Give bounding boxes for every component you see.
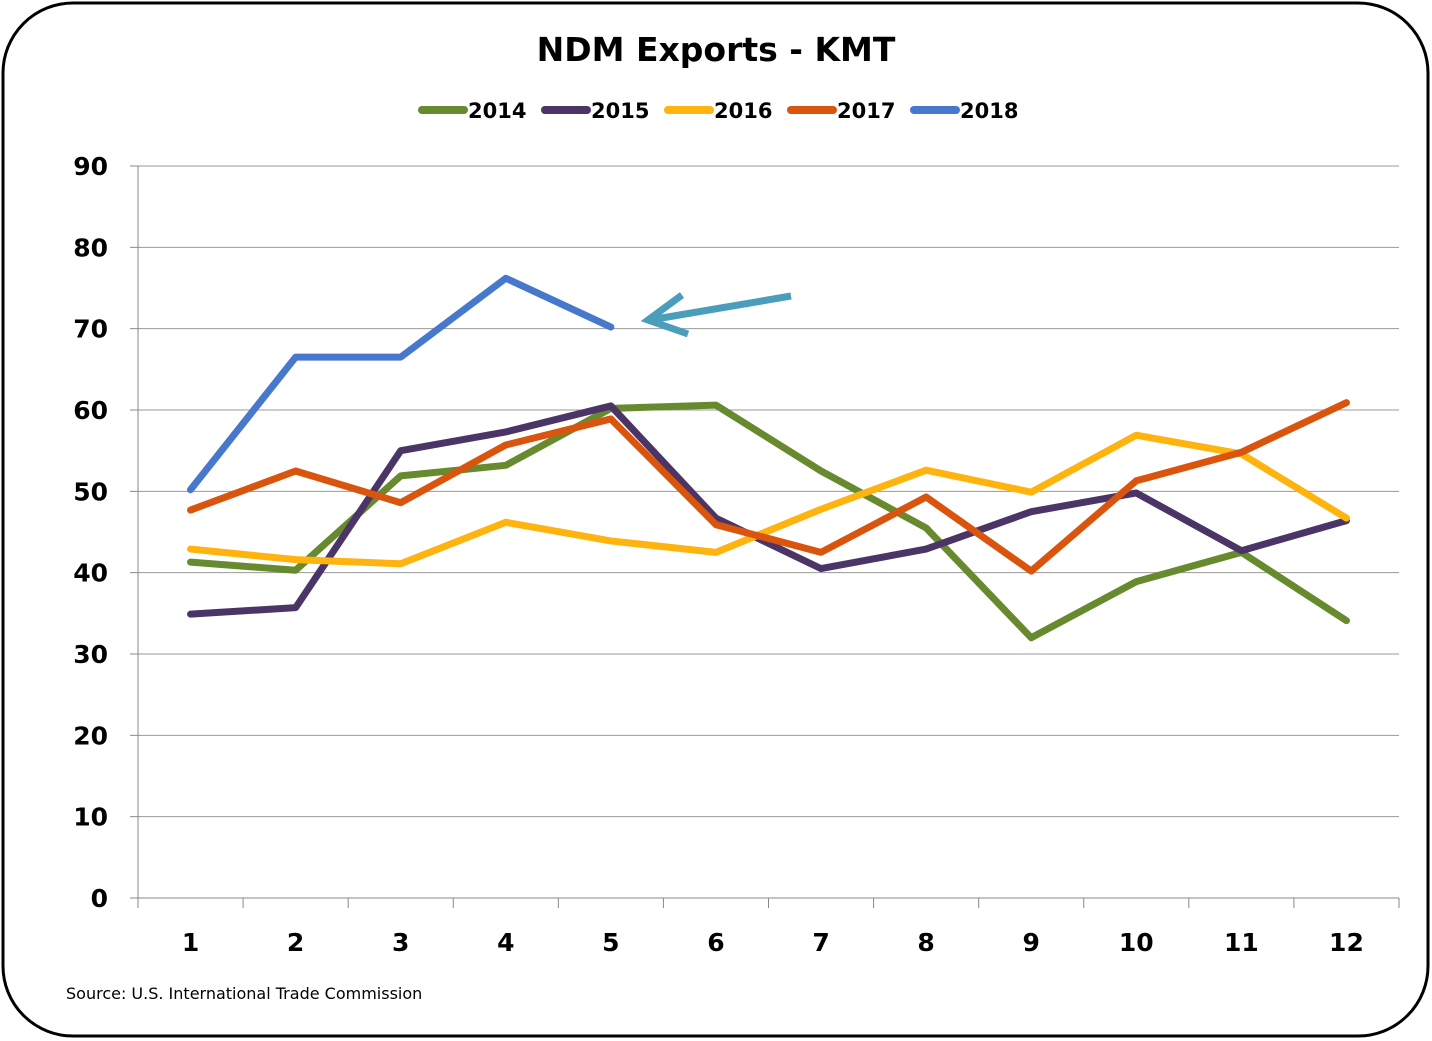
legend-label-2014: 2014 [468, 99, 526, 123]
y-tick-label: 60 [73, 396, 108, 425]
legend-label-2016: 2016 [714, 99, 772, 123]
y-tick-label: 40 [73, 559, 108, 588]
y-tick-label: 50 [73, 477, 108, 506]
x-tick-label: 9 [1023, 928, 1040, 957]
y-tick-label: 0 [91, 884, 108, 913]
x-tick-label: 1 [182, 928, 199, 957]
series-line-2014 [187, 401, 1350, 642]
legend-label-2017: 2017 [837, 99, 895, 123]
legend: 2014 2015 2016 2017 2018 [418, 99, 1018, 123]
y-tick-label: 10 [73, 803, 108, 832]
x-tick-label: 11 [1224, 928, 1259, 957]
y-tick-label: 90 [73, 152, 108, 181]
chart-title: NDM Exports - KMT [537, 30, 896, 69]
x-tick-label: 4 [497, 928, 514, 957]
x-tick-label: 7 [812, 928, 829, 957]
series-line-2017 [187, 399, 1350, 575]
y-tick-label: 20 [73, 721, 108, 750]
y-tick-label: 70 [73, 315, 108, 344]
x-tick-label: 6 [707, 928, 724, 957]
x-tick-label: 3 [392, 928, 409, 957]
x-tick-label: 8 [917, 928, 934, 957]
annotation-arrow [640, 292, 792, 338]
x-tick-label: 12 [1329, 928, 1364, 957]
legend-label-2015: 2015 [591, 99, 649, 123]
x-tick-label: 10 [1119, 928, 1154, 957]
y-axis: 0 10 20 30 40 50 60 70 80 90 [73, 152, 139, 913]
series-line-2015 [187, 402, 1350, 618]
x-tick-label: 2 [287, 928, 304, 957]
y-tick-label: 80 [73, 233, 108, 262]
source-note: Source: U.S. International Trade Commiss… [66, 984, 422, 1003]
gridlines [138, 165, 1399, 899]
y-tick-label: 30 [73, 640, 108, 669]
series-lines [187, 274, 1350, 642]
series-line-2016 [187, 431, 1350, 568]
x-tick-label: 5 [602, 928, 619, 957]
x-axis: 1 2 3 4 5 6 7 8 9 10 11 12 [137, 898, 1400, 957]
legend-label-2018: 2018 [960, 99, 1018, 123]
